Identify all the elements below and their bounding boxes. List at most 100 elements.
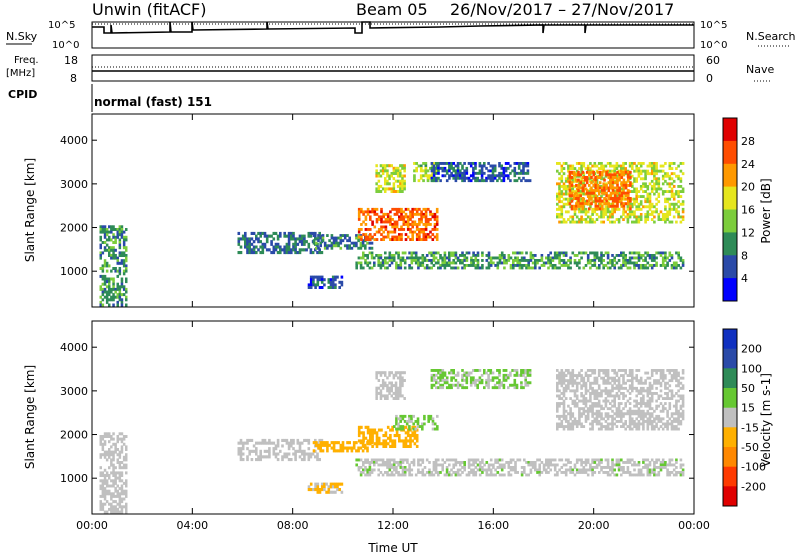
data-cell <box>398 218 401 221</box>
data-cell <box>646 218 650 221</box>
data-cell <box>101 435 105 438</box>
data-cell <box>415 207 419 211</box>
data-cell <box>637 425 641 428</box>
data-cell <box>498 261 502 265</box>
data-cell <box>598 463 601 467</box>
data-cell <box>474 256 478 260</box>
data-cell <box>595 218 599 221</box>
data-cell <box>448 176 451 180</box>
data-cell <box>99 507 102 511</box>
data-cell <box>357 428 361 432</box>
data-cell <box>386 461 389 464</box>
data-cell <box>101 241 105 244</box>
data-cell <box>502 166 506 170</box>
data-cell <box>562 374 566 377</box>
data-cell <box>390 389 393 393</box>
data-cell <box>339 234 343 237</box>
data-cell <box>370 254 374 257</box>
data-cell <box>418 223 421 226</box>
data-cell <box>108 246 111 250</box>
data-cell <box>620 458 623 462</box>
data-cell <box>452 463 455 467</box>
data-cell <box>609 261 612 265</box>
data-cell <box>650 210 654 214</box>
data-cell <box>452 251 455 255</box>
data-cell <box>516 458 519 462</box>
data-cell <box>677 174 680 178</box>
data-cell <box>439 383 442 387</box>
data-cell <box>661 261 665 265</box>
data-cell <box>591 409 594 413</box>
data-cell <box>287 240 291 244</box>
data-cell <box>409 444 412 448</box>
data-cell <box>670 264 674 267</box>
data-cell <box>584 371 588 375</box>
data-cell <box>355 463 358 467</box>
data-cell <box>467 461 471 464</box>
data-cell <box>377 215 381 219</box>
data-cell <box>609 220 612 224</box>
data-cell <box>340 275 344 279</box>
data-cell <box>528 179 532 183</box>
data-cell <box>401 394 404 398</box>
data-cell <box>584 386 588 390</box>
data-cell <box>386 179 389 183</box>
data-cell <box>454 461 458 464</box>
data-cell <box>384 251 387 255</box>
data-cell <box>120 251 124 255</box>
data-cell <box>633 190 636 193</box>
data-cell <box>441 378 445 382</box>
data-cell <box>586 210 590 214</box>
data-cell <box>420 230 423 234</box>
data-cell <box>564 420 568 423</box>
data-cell <box>375 373 378 377</box>
data-cell <box>602 407 605 411</box>
data-cell <box>646 371 650 375</box>
data-cell <box>609 427 612 431</box>
data-cell <box>633 220 636 224</box>
data-cell <box>476 458 480 462</box>
data-cell <box>635 179 638 183</box>
data-cell <box>585 178 589 182</box>
data-cell <box>644 172 647 176</box>
data-cell <box>381 384 385 388</box>
data-cell <box>556 207 559 211</box>
data-cell <box>375 458 378 462</box>
data-cell <box>487 369 490 372</box>
data-cell <box>370 471 374 474</box>
data-cell <box>110 435 113 438</box>
data-cell <box>597 427 601 431</box>
data-cell <box>631 369 634 372</box>
data-cell <box>366 241 369 245</box>
data-cell <box>601 204 604 208</box>
data-cell <box>679 179 683 183</box>
data-cell <box>556 386 559 390</box>
data-cell <box>672 162 676 165</box>
data-cell <box>577 178 580 182</box>
data-cell <box>650 254 654 257</box>
data-cell <box>427 414 430 418</box>
data-cell <box>362 439 365 443</box>
data-cell <box>668 182 672 186</box>
data-cell <box>261 245 265 249</box>
data-cell <box>677 256 680 260</box>
data-cell <box>390 471 394 474</box>
data-cell <box>366 446 369 450</box>
data-cell <box>312 441 316 445</box>
data-cell <box>571 369 575 372</box>
data-cell <box>415 439 419 443</box>
data-cell <box>547 266 550 270</box>
data-cell <box>357 256 361 260</box>
data-cell <box>637 414 641 418</box>
data-cell <box>666 172 669 176</box>
data-cell <box>384 187 387 191</box>
data-cell <box>108 303 111 307</box>
data-cell <box>520 383 523 387</box>
data-cell <box>237 251 241 255</box>
data-cell <box>397 254 400 257</box>
data-cell <box>401 461 405 464</box>
data-cell <box>571 220 575 224</box>
data-cell <box>611 181 615 185</box>
data-cell <box>329 278 333 282</box>
data-cell <box>400 228 403 231</box>
